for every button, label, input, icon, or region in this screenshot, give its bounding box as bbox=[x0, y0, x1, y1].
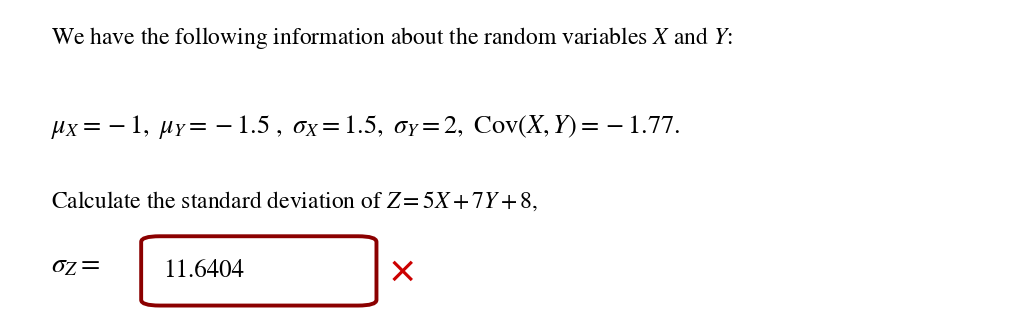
Text: $\mu_X = -1,\ \mu_Y = -1.5\ ,\ \sigma_X = 1.5,\ \sigma_Y = 2,\ \mathrm{Cov}(X, Y: $\mu_X = -1,\ \mu_Y = -1.5\ ,\ \sigma_X … bbox=[51, 113, 680, 141]
Text: Calculate the standard deviation of $Z = 5X + 7Y + 8,$: Calculate the standard deviation of $Z =… bbox=[51, 189, 538, 213]
Text: $\mathbf{\times}$: $\mathbf{\times}$ bbox=[389, 255, 413, 286]
Text: 11.6404: 11.6404 bbox=[164, 259, 244, 283]
FancyBboxPatch shape bbox=[141, 236, 376, 306]
Text: $\sigma_Z =$: $\sigma_Z =$ bbox=[51, 254, 100, 279]
Text: We have the following information about the random variables $X$ and $Y$:: We have the following information about … bbox=[51, 25, 732, 51]
